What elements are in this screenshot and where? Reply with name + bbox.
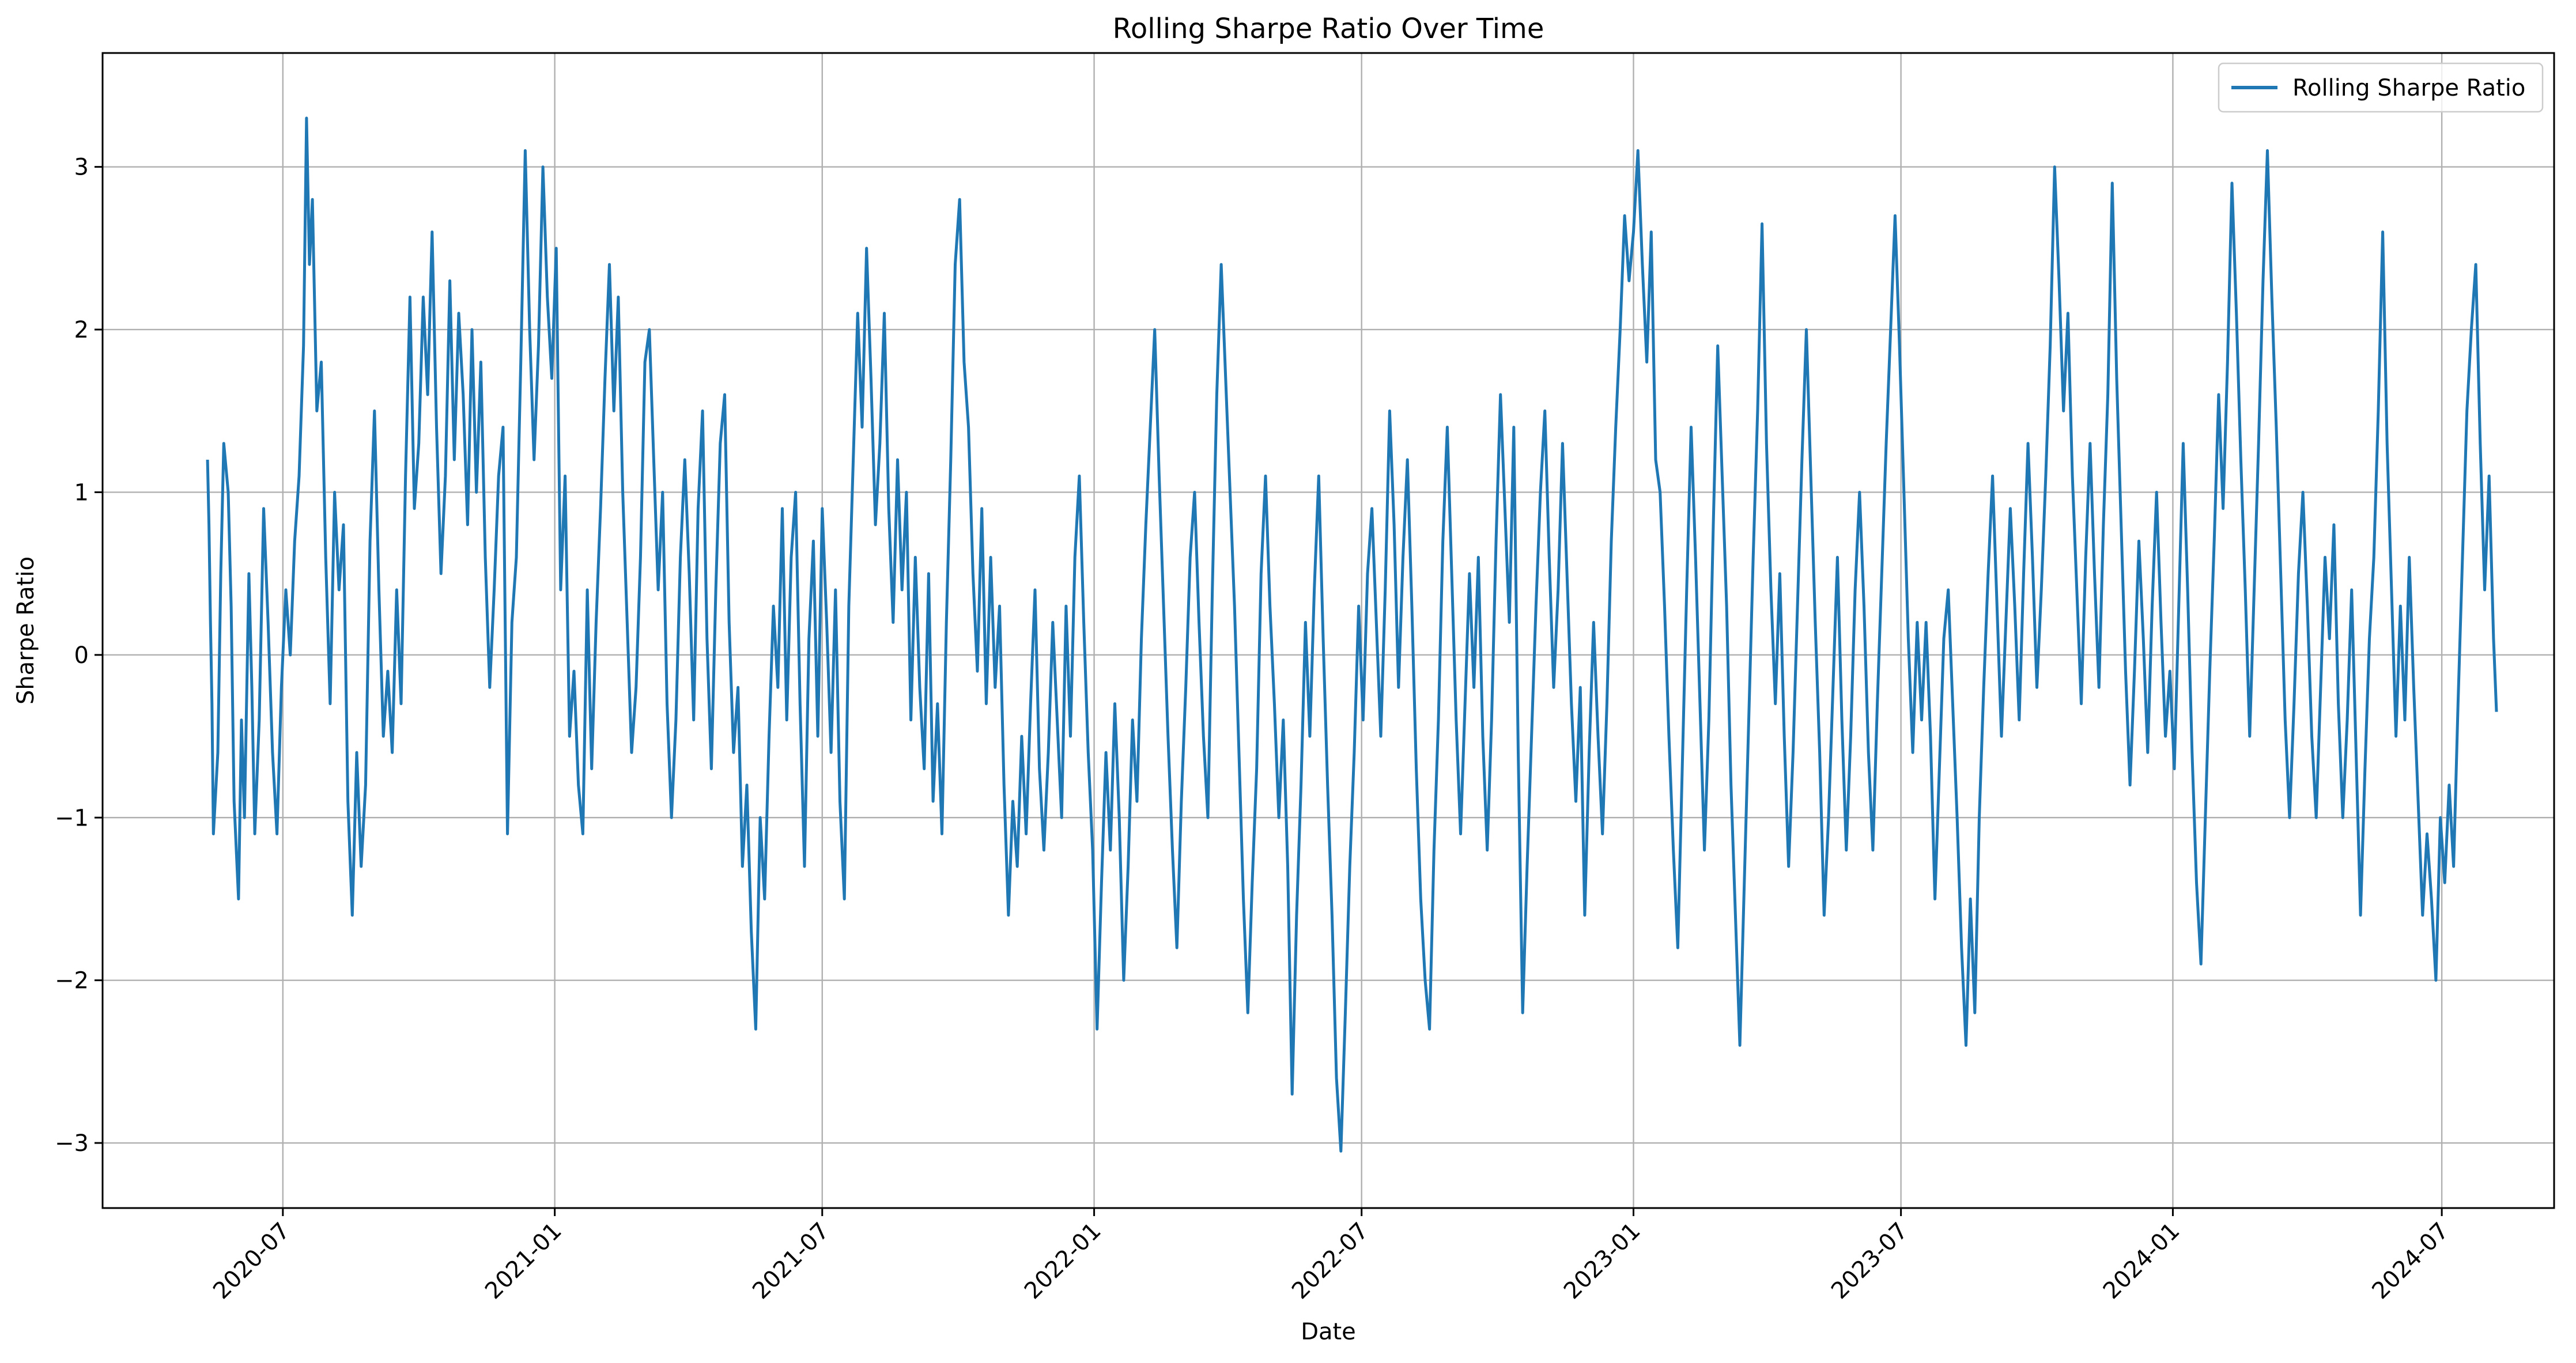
y-tick-label: −1 (55, 805, 89, 831)
y-tick-label: −2 (55, 968, 89, 994)
series-layer (206, 116, 2498, 1153)
y-tick-label: −3 (55, 1130, 89, 1157)
y-tick-label: 0 (74, 642, 89, 669)
series-line-rolling-sharpe-ratio (206, 116, 2498, 1153)
y-tick-label: 3 (74, 154, 89, 181)
legend: Rolling Sharpe Ratio (2218, 62, 2544, 113)
x-axis-label: Date (1301, 1319, 1356, 1345)
chart-title: Rolling Sharpe Ratio Over Time (1113, 13, 1544, 45)
y-tick-label: 1 (74, 479, 89, 506)
plot-frame (101, 52, 2555, 1209)
legend-box (2218, 62, 2544, 113)
legend-label: Rolling Sharpe Ratio (2292, 75, 2525, 101)
y-axis-label: Sharpe Ratio (13, 556, 39, 705)
y-tick-label: 2 (74, 317, 89, 343)
